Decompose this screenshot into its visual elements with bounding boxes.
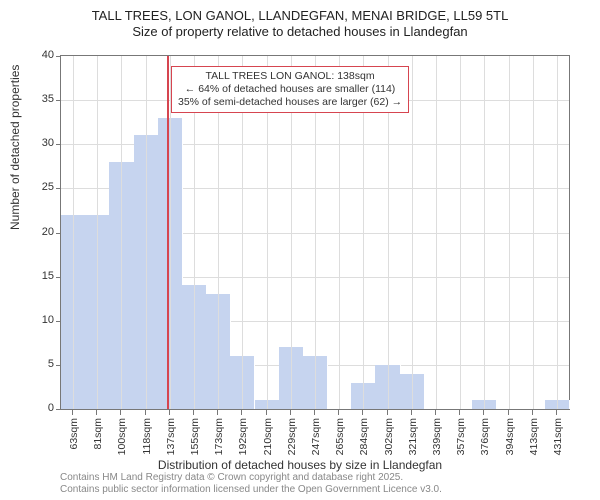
plot-area: TALL TREES LON GANOL: 138sqm← 64% of det… — [60, 55, 570, 410]
x-tick-label: 265sqm — [334, 418, 346, 455]
x-tick-label: 376sqm — [479, 418, 491, 455]
x-tick-label: 210sqm — [262, 418, 274, 455]
x-tick-mark — [532, 410, 533, 415]
y-tick-label: 5 — [24, 358, 54, 370]
y-tick-label: 15 — [24, 270, 54, 282]
subject-marker-line — [167, 56, 169, 409]
y-tick-label: 0 — [24, 402, 54, 414]
x-tick-label: 137sqm — [165, 418, 177, 455]
x-tick-label: 339sqm — [431, 418, 443, 455]
y-tick-mark — [56, 144, 61, 145]
x-tick-mark — [266, 410, 267, 415]
y-tick-label: 40 — [24, 49, 54, 61]
x-tick-mark — [411, 410, 412, 415]
grid-line-v — [146, 56, 147, 409]
x-tick-mark — [120, 410, 121, 415]
footer-line-1: Contains HM Land Registry data © Crown c… — [60, 472, 442, 484]
x-tick-label: 321sqm — [407, 418, 419, 455]
x-tick-label: 81sqm — [92, 418, 104, 450]
y-ticks: 0510152025303540 — [0, 55, 58, 410]
x-tick-label: 192sqm — [237, 418, 249, 455]
x-tick-label: 155sqm — [189, 418, 201, 455]
grid-line-v — [436, 56, 437, 409]
grid-line-v — [412, 56, 413, 409]
y-tick-label: 10 — [24, 314, 54, 326]
x-tick-label: 118sqm — [141, 418, 153, 455]
grid-line-v — [509, 56, 510, 409]
y-tick-mark — [56, 56, 61, 57]
x-tick-mark — [193, 410, 194, 415]
x-tick-mark — [338, 410, 339, 415]
grid-line-v — [557, 56, 558, 409]
x-tick-label: 413sqm — [528, 418, 540, 455]
x-tick-mark — [217, 410, 218, 415]
x-tick-mark — [483, 410, 484, 415]
y-tick-mark — [56, 188, 61, 189]
y-tick-label: 30 — [24, 137, 54, 149]
annotation-line-1: TALL TREES LON GANOL: 138sqm — [178, 70, 402, 83]
y-tick-label: 35 — [24, 93, 54, 105]
x-tick-mark — [169, 410, 170, 415]
x-tick-mark — [314, 410, 315, 415]
y-tick-mark — [56, 100, 61, 101]
grid-line-v — [533, 56, 534, 409]
x-tick-label: 100sqm — [116, 418, 128, 455]
x-tick-mark — [145, 410, 146, 415]
x-tick-label: 394sqm — [504, 418, 516, 455]
x-tick-mark — [290, 410, 291, 415]
x-tick-mark — [556, 410, 557, 415]
y-tick-label: 20 — [24, 226, 54, 238]
x-tick-mark — [435, 410, 436, 415]
grid-line-v — [121, 56, 122, 409]
annotation-line-3: 35% of semi-detached houses are larger (… — [178, 96, 402, 109]
x-tick-label: 247sqm — [310, 418, 322, 455]
x-tick-mark — [459, 410, 460, 415]
grid-line-v — [73, 56, 74, 409]
title-block: TALL TREES, LON GANOL, LLANDEGFAN, MENAI… — [0, 0, 600, 41]
title-line-1: TALL TREES, LON GANOL, LLANDEGFAN, MENAI… — [0, 8, 600, 24]
y-tick-label: 25 — [24, 181, 54, 193]
x-tick-mark — [362, 410, 363, 415]
x-tick-mark — [96, 410, 97, 415]
x-tick-label: 431sqm — [552, 418, 564, 455]
chart-container: TALL TREES, LON GANOL, LLANDEGFAN, MENAI… — [0, 0, 600, 500]
x-tick-mark — [72, 410, 73, 415]
x-tick-label: 229sqm — [286, 418, 298, 455]
x-tick-label: 63sqm — [68, 418, 80, 450]
grid-line-v — [484, 56, 485, 409]
x-tick-mark — [508, 410, 509, 415]
x-tick-label: 302sqm — [383, 418, 395, 455]
x-axis-label: Distribution of detached houses by size … — [0, 458, 600, 472]
annotation-box: TALL TREES LON GANOL: 138sqm← 64% of det… — [171, 66, 409, 113]
title-line-2: Size of property relative to detached ho… — [0, 24, 600, 40]
x-tick-mark — [387, 410, 388, 415]
x-tick-label: 284sqm — [358, 418, 370, 455]
footer-line-2: Contains public sector information licen… — [60, 484, 442, 496]
footer-attribution: Contains HM Land Registry data © Crown c… — [60, 472, 442, 496]
x-tick-mark — [241, 410, 242, 415]
annotation-line-2: ← 64% of detached houses are smaller (11… — [178, 83, 402, 96]
x-ticks: 63sqm 81sqm 100sqm 118sqm 137sqm 155sqm 173sqm… — [60, 410, 570, 460]
grid-line-v — [460, 56, 461, 409]
grid-line-v — [97, 56, 98, 409]
x-tick-label: 357sqm — [455, 418, 467, 455]
x-tick-label: 173sqm — [213, 418, 225, 455]
